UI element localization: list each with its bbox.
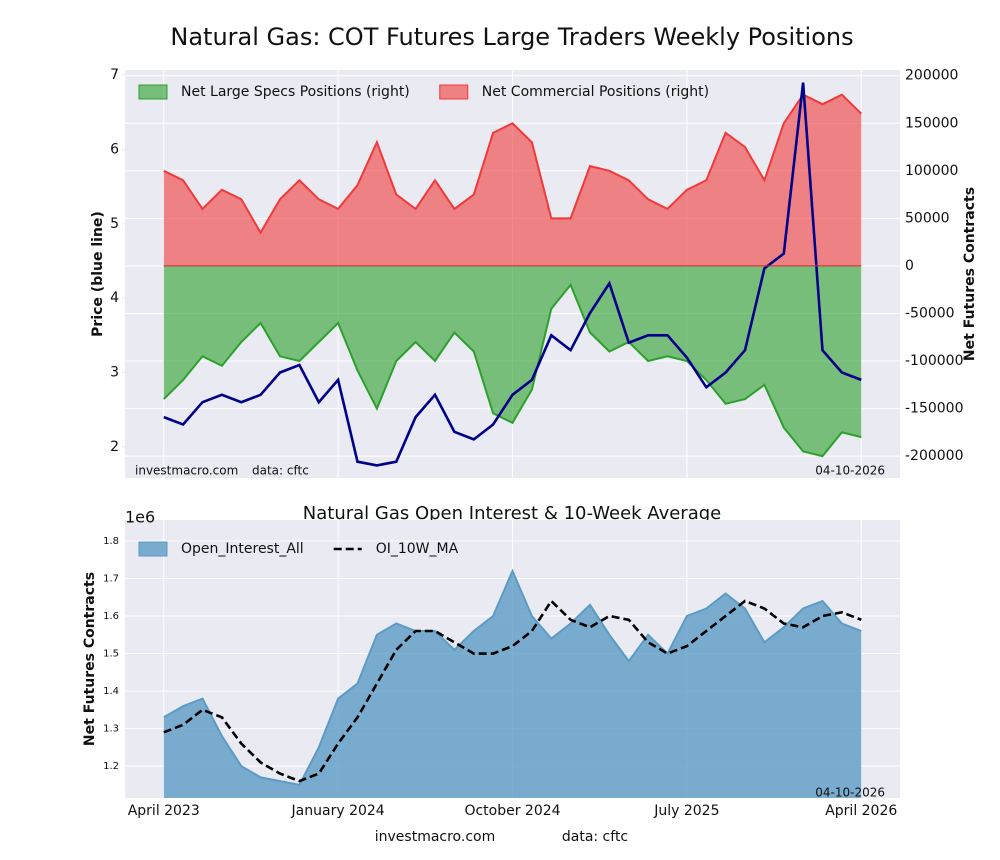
y-axis-label: Net Futures Contracts (82, 572, 98, 746)
y-tick-label: 6 (110, 142, 119, 158)
annotation: 04-10-2026 (815, 786, 885, 800)
y2-axis-label: Net Futures Contracts (962, 187, 978, 361)
y-tick-label: 1.5 (103, 649, 119, 660)
y-tick-label: 1.7 (103, 574, 119, 585)
y-axis-label: Price (blue line) (90, 211, 106, 337)
area-edge (163, 568, 862, 787)
annotation: 04-10-2026 (815, 464, 885, 478)
y2-tick-label: 150000 (905, 115, 958, 131)
y-tick-label: 5 (110, 216, 119, 232)
y2-tick-label: -100000 (905, 353, 964, 369)
y2-tick-label: -50000 (905, 305, 955, 321)
x-tick-label: January 2024 (291, 803, 385, 819)
legend-label: Net Large Specs Positions (right) (181, 84, 410, 100)
y2-tick-label: 100000 (905, 163, 958, 179)
x-tick-label: April 2026 (825, 803, 897, 819)
y-tick-label: 1.3 (103, 724, 119, 735)
annotation: investmacro.com (135, 464, 238, 478)
legend-label: Open_Interest_All (181, 541, 304, 557)
footer-site: investmacro.com (375, 829, 495, 845)
x-tick-label: July 2025 (653, 803, 719, 819)
y2-tick-label: 50000 (905, 210, 950, 226)
area-edge (163, 93, 862, 235)
x-tick-label: April 2023 (128, 803, 200, 819)
y-tick-label: 2 (110, 439, 119, 455)
area-edge (163, 282, 862, 458)
y-tick-label: 7 (110, 67, 119, 83)
line (163, 82, 862, 467)
area-fill (163, 265, 862, 457)
y2-tick-label: 0 (905, 258, 914, 274)
y2-tick-label: -200000 (905, 448, 964, 464)
axis-offset-label: 1e6 (125, 508, 155, 527)
area-fill (163, 571, 862, 798)
x-tick-label: October 2024 (464, 803, 560, 819)
y2-tick-label: 200000 (905, 68, 958, 84)
legend-label: OI_10W_MA (376, 541, 459, 557)
y-tick-label: 1.8 (103, 536, 119, 547)
legend-label: Net Commercial Positions (right) (482, 84, 709, 100)
legend-swatch (138, 541, 168, 557)
y-tick-label: 1.6 (103, 611, 119, 622)
chart-title: Natural Gas: COT Futures Large Traders W… (170, 23, 853, 51)
footer-source: data: cftc (562, 829, 628, 845)
line (163, 598, 862, 783)
legend-swatch (439, 84, 469, 100)
y-tick-label: 3 (110, 364, 119, 380)
y-tick-label: 1.2 (103, 761, 119, 772)
annotation: data: cftc (252, 464, 309, 478)
y2-tick-label: -150000 (905, 401, 964, 417)
y-tick-label: 4 (110, 290, 119, 306)
area-fill (163, 94, 862, 266)
y-tick-label: 1.4 (103, 686, 119, 697)
chart-title: Natural Gas Open Interest & 10-Week Aver… (303, 503, 721, 524)
legend-swatch (138, 84, 168, 100)
